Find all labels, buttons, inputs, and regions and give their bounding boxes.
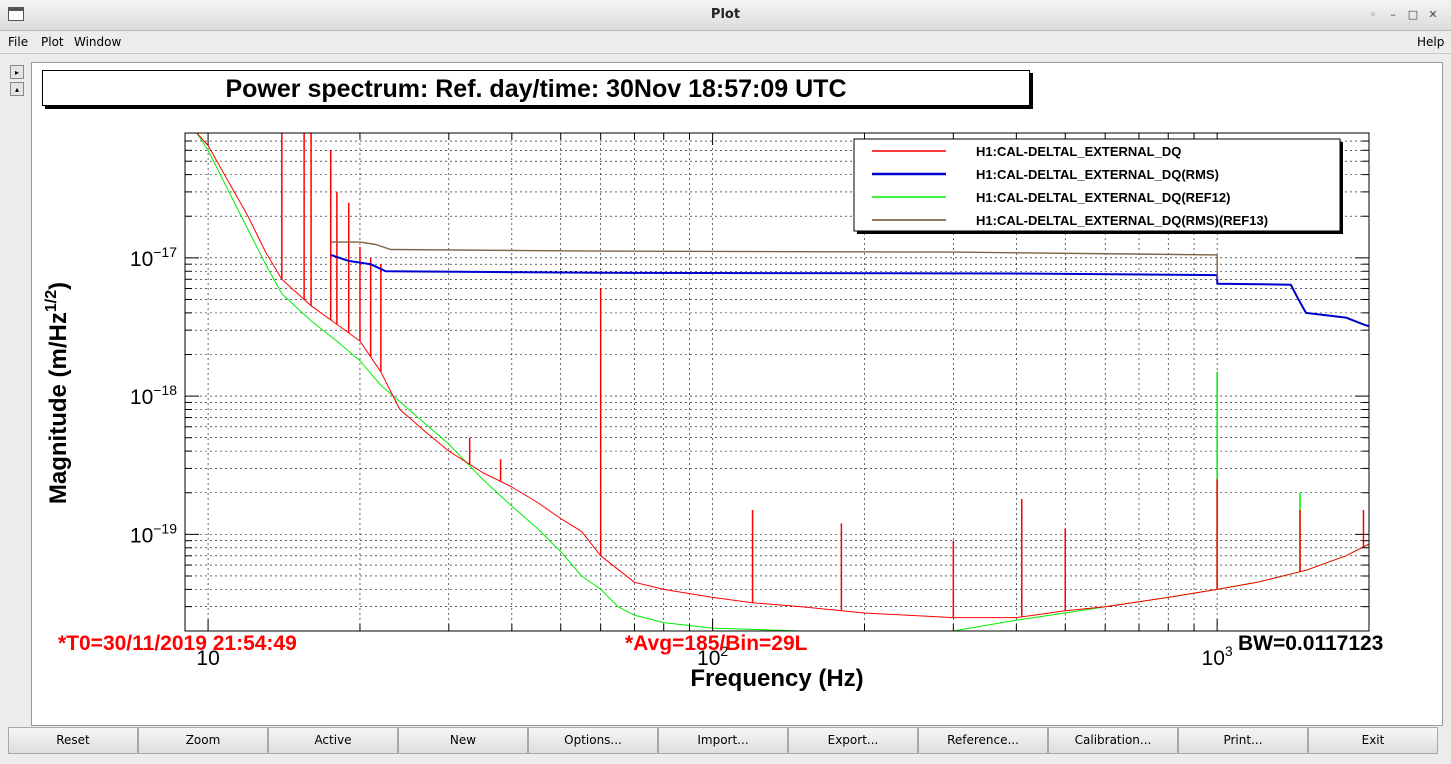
expand-right-arrow-icon[interactable]: ▸ [10,65,24,79]
legend-label: H1:CAL-DELTAL_EXTERNAL_DQ [976,144,1181,159]
x-axis-label: Frequency (Hz) [690,665,863,692]
status-avg: *Avg=185/Bin=29L [625,632,808,655]
collapse-up-arrow-icon[interactable]: ▴ [10,82,24,96]
menubar: File Plot Window Help [0,31,1451,54]
plot-canvas[interactable]: Power spectrum: Ref. day/time: 30Nov 18:… [31,62,1443,726]
import-button[interactable]: Import... [658,727,788,754]
y-axis-label-main: Magnitude (m/Hz [45,312,72,504]
calibration-button[interactable]: Calibration... [1048,727,1178,754]
new-button[interactable]: New [398,727,528,754]
close-icon[interactable]: ✕ [1428,8,1438,21]
y-axis-label: Magnitude (m/Hz1/2) [43,282,72,504]
y-axis-label-close: ) [45,282,72,290]
plot-title-box: Power spectrum: Ref. day/time: 30Nov 18:… [42,70,1030,106]
legend-label: H1:CAL-DELTAL_EXTERNAL_DQ(REF12) [976,190,1230,205]
spectrum-chart[interactable]: 10 102 103 10−17 10−18 10−19 H1:CAL-DELTAL_EX… [32,63,1442,725]
legend-label: H1:CAL-DELTAL_EXTERNAL_DQ(RMS)(REF13) [976,213,1268,228]
menu-help[interactable]: Help [1417,35,1445,49]
status-bw: BW=0.0117123 [1238,632,1384,655]
options-button[interactable]: Options... [528,727,658,754]
series-line-1 [330,253,1369,328]
button-bar: Reset Zoom Active New Options... Import... Exp… [0,727,1451,755]
plot-title: Power spectrum: Ref. day/time: 30Nov 18:… [225,75,847,103]
series-line-0 [196,133,1369,619]
status-t0: *T0=30/11/2019 21:54:49 [58,632,297,655]
series-line-3 [330,241,1219,280]
maximize-icon[interactable]: □ [1407,8,1419,21]
legend-label: H1:CAL-DELTAL_EXTERNAL_DQ(RMS) [976,167,1219,182]
y-tick-label: 10−19 [130,520,177,547]
reset-button[interactable]: Reset [8,727,138,754]
plot-frame [184,132,1370,632]
y-tick-label: 10−18 [130,382,177,409]
export-button[interactable]: Export... [788,727,918,754]
menu-plot[interactable]: Plot [41,35,64,49]
reference-button[interactable]: Reference... [918,727,1048,754]
x-tick-label: 10 [196,647,219,670]
minimize-icon[interactable]: – [1390,8,1396,21]
print-button[interactable]: Print... [1178,727,1308,754]
y-tick-label: 10−17 [130,244,177,271]
window-menu-icon[interactable] [8,7,24,21]
x-tick-label: 103 [1202,643,1233,670]
menu-window[interactable]: Window [74,35,122,49]
exit-button[interactable]: Exit [1308,727,1438,754]
menu-file[interactable]: File [8,35,29,49]
window-title: Plot [710,7,741,22]
active-button[interactable]: Active [268,727,398,754]
shade-icon[interactable]: ◦ [1369,8,1377,21]
zoom-button[interactable]: Zoom [138,727,268,754]
x-tick-label: 102 [697,643,728,670]
y-axis-label-sup: 1/2 [43,290,60,312]
legend-box [853,138,1341,232]
window-titlebar: Plot ◦ – □ ✕ [0,0,1451,31]
